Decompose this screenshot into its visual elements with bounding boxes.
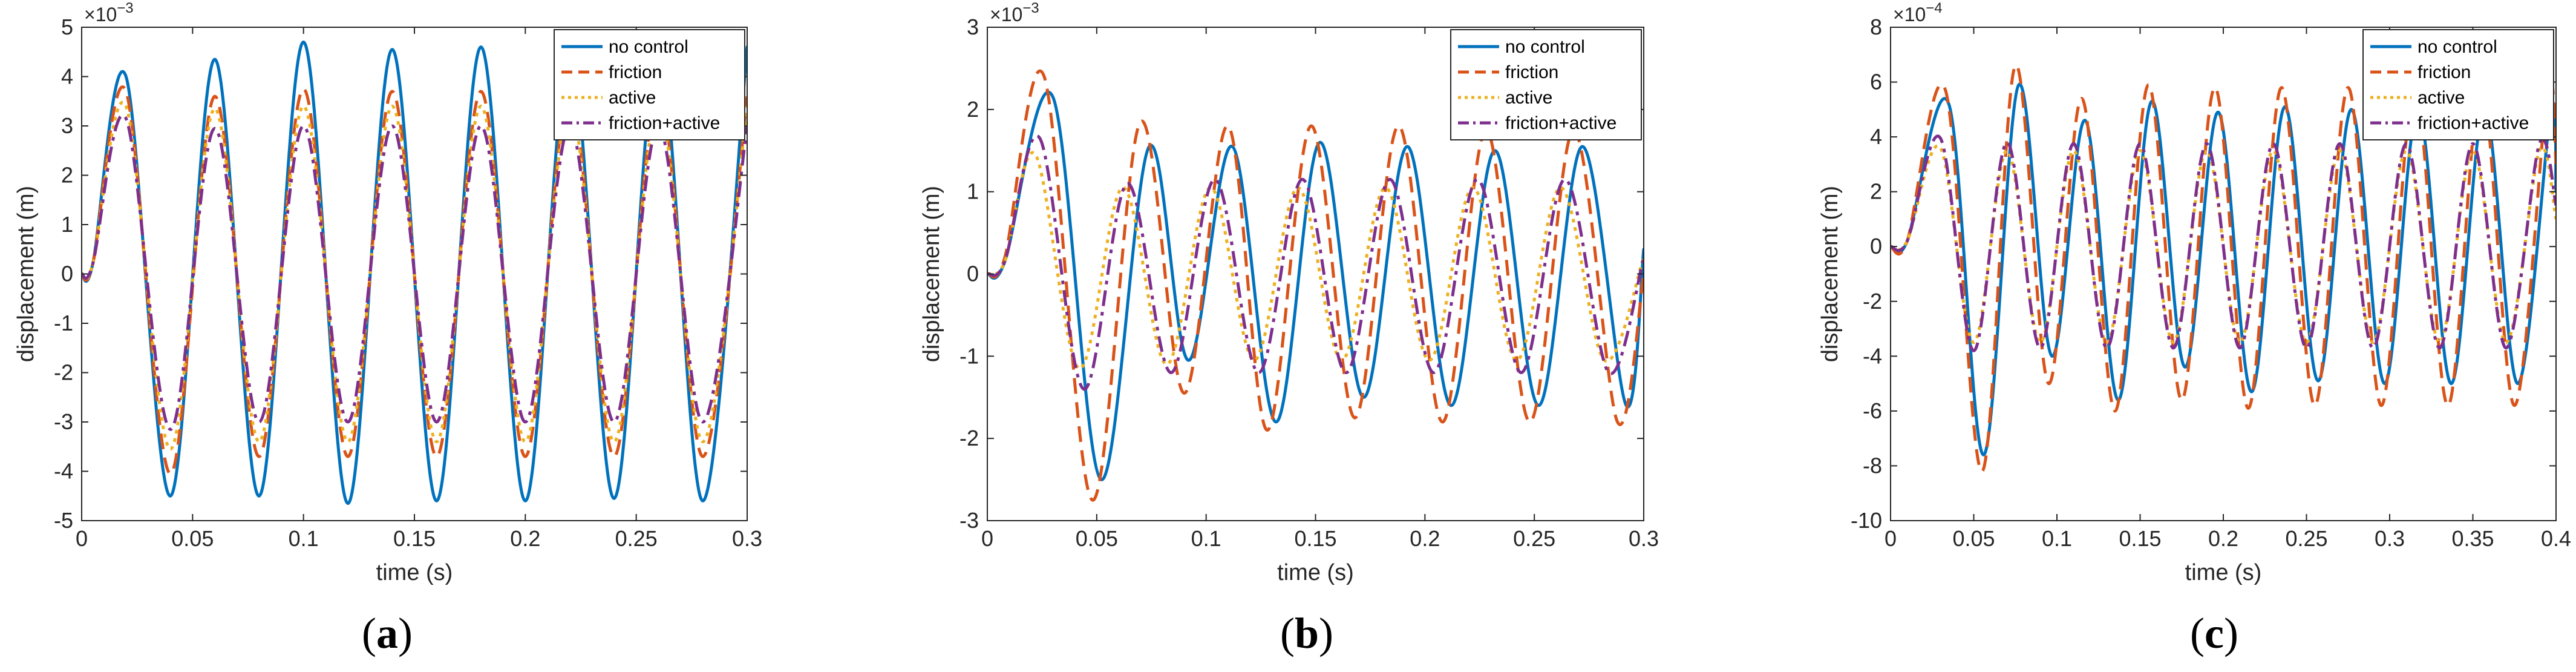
y-tick-label: -5 xyxy=(54,508,73,533)
x-tick-label: 0.1 xyxy=(289,526,319,551)
series-line-friction xyxy=(987,69,1644,502)
legend-entry-label: no control xyxy=(609,37,688,57)
panel-label: (b) xyxy=(1280,609,1333,657)
y-tick-label: -6 xyxy=(1863,398,1882,423)
y-axis-label: displacement (m) xyxy=(13,186,39,362)
axis-exponent: ×10−4 xyxy=(1893,0,1943,25)
y-tick-label: 3 xyxy=(61,113,73,138)
series-line-no-control xyxy=(1891,82,2556,456)
x-tick-label: 0.2 xyxy=(510,526,540,551)
series-line-friction xyxy=(82,85,747,476)
y-tick-label: -8 xyxy=(1863,453,1882,478)
x-tick-label: 0.3 xyxy=(1629,526,1659,551)
legend-entry-label: active xyxy=(1505,88,1552,108)
y-tick-label: 2 xyxy=(61,163,73,188)
x-tick-label: 0.1 xyxy=(1191,526,1221,551)
y-tick-label: -3 xyxy=(54,409,73,434)
axis-exponent: ×10−3 xyxy=(990,0,1039,25)
y-tick-label: 6 xyxy=(1870,70,1882,94)
panel-label: (c) xyxy=(2190,609,2238,657)
y-tick-label: -1 xyxy=(959,343,979,368)
x-axis-label: time (s) xyxy=(1277,560,1354,585)
y-tick-label: -4 xyxy=(1863,343,1882,368)
y-tick-label: 1 xyxy=(61,212,73,237)
y-tick-label: 5 xyxy=(61,15,73,39)
y-tick-label: -2 xyxy=(959,426,979,450)
legend-entry-label: friction xyxy=(609,62,662,82)
legend-entry-label: friction xyxy=(2417,62,2471,82)
y-tick-label: 0 xyxy=(61,262,73,286)
y-tick-label: 2 xyxy=(967,97,979,122)
legend-entry-label: friction xyxy=(1505,62,1558,82)
y-tick-label: 4 xyxy=(1870,124,1882,149)
y-tick-label: -3 xyxy=(959,508,979,533)
series-line-friction-active xyxy=(987,134,1644,391)
legend: no control friction active friction+active xyxy=(554,29,745,140)
legend-entry-label: friction+active xyxy=(1505,113,1617,133)
x-tick-label: 0.2 xyxy=(1410,526,1440,551)
y-axis-label: displacement (m) xyxy=(919,186,944,362)
series-line-active xyxy=(82,100,747,451)
legend-entry-label: no control xyxy=(2417,37,2497,57)
y-tick-label: 2 xyxy=(1870,179,1882,204)
legend-entry-label: active xyxy=(609,88,656,108)
y-tick-label: 3 xyxy=(967,15,979,39)
chart-panel-a: 0 0.05 0.1 0.15 0.2 0.25 0.3 -5 -4 -3 -2 -1 0 1 2 3 4 5 ×1… xyxy=(13,0,762,657)
chart-panel-b: 0 0.05 0.1 0.15 0.2 0.25 0.3 -3 -2 -1 0 1 2 3 ×10−3 tim… xyxy=(919,0,1659,657)
x-tick-label: 0.05 xyxy=(1076,526,1118,551)
x-tick-label: 0.25 xyxy=(615,526,658,551)
legend-entry-label: no control xyxy=(1505,37,1585,57)
x-tick-label: 0.3 xyxy=(2375,526,2405,551)
x-tick-label: 0.4 xyxy=(2541,526,2571,551)
legend: no control friction active friction+active xyxy=(2362,29,2554,140)
y-tick-label: -10 xyxy=(1851,508,1882,533)
x-tick-label: 0.05 xyxy=(171,526,214,551)
x-tick-label: 0 xyxy=(76,526,88,551)
x-tick-label: 0 xyxy=(1885,526,1897,551)
x-axis-label: time (s) xyxy=(376,560,453,585)
y-tick-label: 8 xyxy=(1870,15,1882,39)
x-tick-label: 0.35 xyxy=(2451,526,2494,551)
x-tick-label: 0.1 xyxy=(2042,526,2072,551)
x-tick-label: 0 xyxy=(981,526,993,551)
chart-panel-c: 0 0.05 0.1 0.15 0.2 0.25 0.3 0.35 0.4 -10 -8 -6 -4 -2… xyxy=(1817,0,2571,657)
series-line-friction-active xyxy=(82,113,747,431)
legend-entry-label: friction+active xyxy=(609,113,720,133)
x-tick-label: 0.05 xyxy=(1952,526,1995,551)
series-line-friction-active xyxy=(1891,134,2556,352)
y-tick-label: 0 xyxy=(1870,234,1882,259)
x-tick-label: 0.15 xyxy=(1294,526,1336,551)
axis-exponent: ×10−3 xyxy=(84,0,134,25)
y-tick-label: -4 xyxy=(54,459,73,484)
x-tick-label: 0.25 xyxy=(2285,526,2327,551)
x-tick-label: 0.15 xyxy=(393,526,436,551)
legend-entry-label: active xyxy=(2417,88,2465,108)
y-tick-label: 1 xyxy=(967,179,979,204)
legend: no control friction active friction+active xyxy=(1450,29,1642,140)
x-tick-label: 0.25 xyxy=(1513,526,1555,551)
y-axis-label: displacement (m) xyxy=(1817,186,1843,362)
x-tick-label: 0.15 xyxy=(2119,526,2161,551)
x-axis-label: time (s) xyxy=(2185,560,2262,585)
y-tick-label: -2 xyxy=(1863,289,1882,314)
y-tick-label: 0 xyxy=(967,262,979,286)
y-tick-label: 4 xyxy=(61,64,73,89)
series-line-active xyxy=(987,151,1644,371)
series-line-friction xyxy=(1891,64,2556,473)
y-tick-label: -1 xyxy=(54,311,73,335)
x-tick-label: 0.2 xyxy=(2208,526,2238,551)
panel-label: (a) xyxy=(362,609,413,657)
y-tick-label: -2 xyxy=(54,360,73,385)
legend-entry-label: friction+active xyxy=(2417,113,2529,133)
x-tick-label: 0.3 xyxy=(732,526,762,551)
